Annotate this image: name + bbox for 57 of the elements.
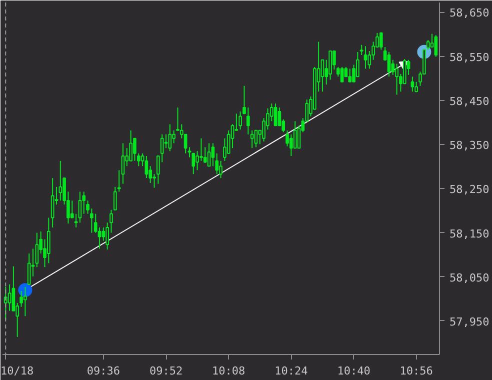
candlestick [78, 191, 82, 224]
x-tick-label: 09:36 [86, 364, 120, 378]
y-tick-label: 58,350 [450, 139, 490, 152]
candlestick [207, 142, 211, 167]
candlestick [364, 46, 368, 70]
candlestick [348, 68, 352, 82]
candlestick [74, 213, 78, 228]
candlestick [340, 66, 344, 82]
candlestick [379, 32, 383, 50]
candlestick [200, 138, 203, 162]
candlestick [168, 124, 172, 152]
candlestick [238, 110, 242, 130]
candlestick [402, 58, 406, 84]
candlestick [50, 178, 54, 228]
candlestick [387, 51, 391, 78]
y-tick-label: 58,250 [450, 183, 490, 196]
candlestick [27, 252, 31, 285]
candlestick [426, 39, 430, 50]
candlestick [270, 103, 274, 122]
candlestick [58, 160, 62, 202]
y-tick-label: 58,150 [450, 227, 490, 240]
candlestick [293, 120, 297, 149]
candlestick [113, 186, 117, 210]
candlestick [410, 76, 414, 92]
candlestick [144, 156, 148, 179]
candlestick [211, 142, 215, 167]
candlestick [121, 142, 125, 184]
y-tick-label: 58,050 [450, 271, 490, 284]
candlestick [102, 226, 106, 242]
y-tick-label: 58,650 [450, 6, 490, 20]
x-tick-label: 10:56 [400, 364, 433, 378]
x-tick-label: 10:24 [274, 364, 308, 378]
y-tick-label: 57,950 [450, 315, 490, 328]
candlestick [46, 217, 50, 264]
candlestick [203, 146, 207, 164]
candlestick [254, 130, 258, 148]
candlestick [332, 50, 336, 70]
x-tick-label: 10:40 [337, 364, 370, 378]
x-tick-label: 10/18 [0, 364, 34, 378]
candlestick [320, 59, 324, 92]
candlestick [8, 284, 12, 312]
candlestick [434, 34, 438, 58]
candlestick [35, 232, 39, 268]
candlestick [290, 134, 293, 157]
candlestick [184, 134, 188, 154]
x-tick-label: 10:08 [212, 364, 246, 378]
y-tick-label: 58,550 [450, 50, 490, 64]
y-tick-label: 58,450 [450, 94, 490, 108]
candlestick [395, 63, 398, 96]
candlestick [246, 106, 250, 135]
candlestick [250, 130, 254, 149]
candlestick [24, 286, 27, 317]
candlestick [328, 50, 332, 80]
candlestick [136, 152, 140, 167]
x-tick-label: 09:52 [149, 364, 183, 378]
candlestick [274, 103, 278, 126]
candlestick [223, 138, 226, 162]
